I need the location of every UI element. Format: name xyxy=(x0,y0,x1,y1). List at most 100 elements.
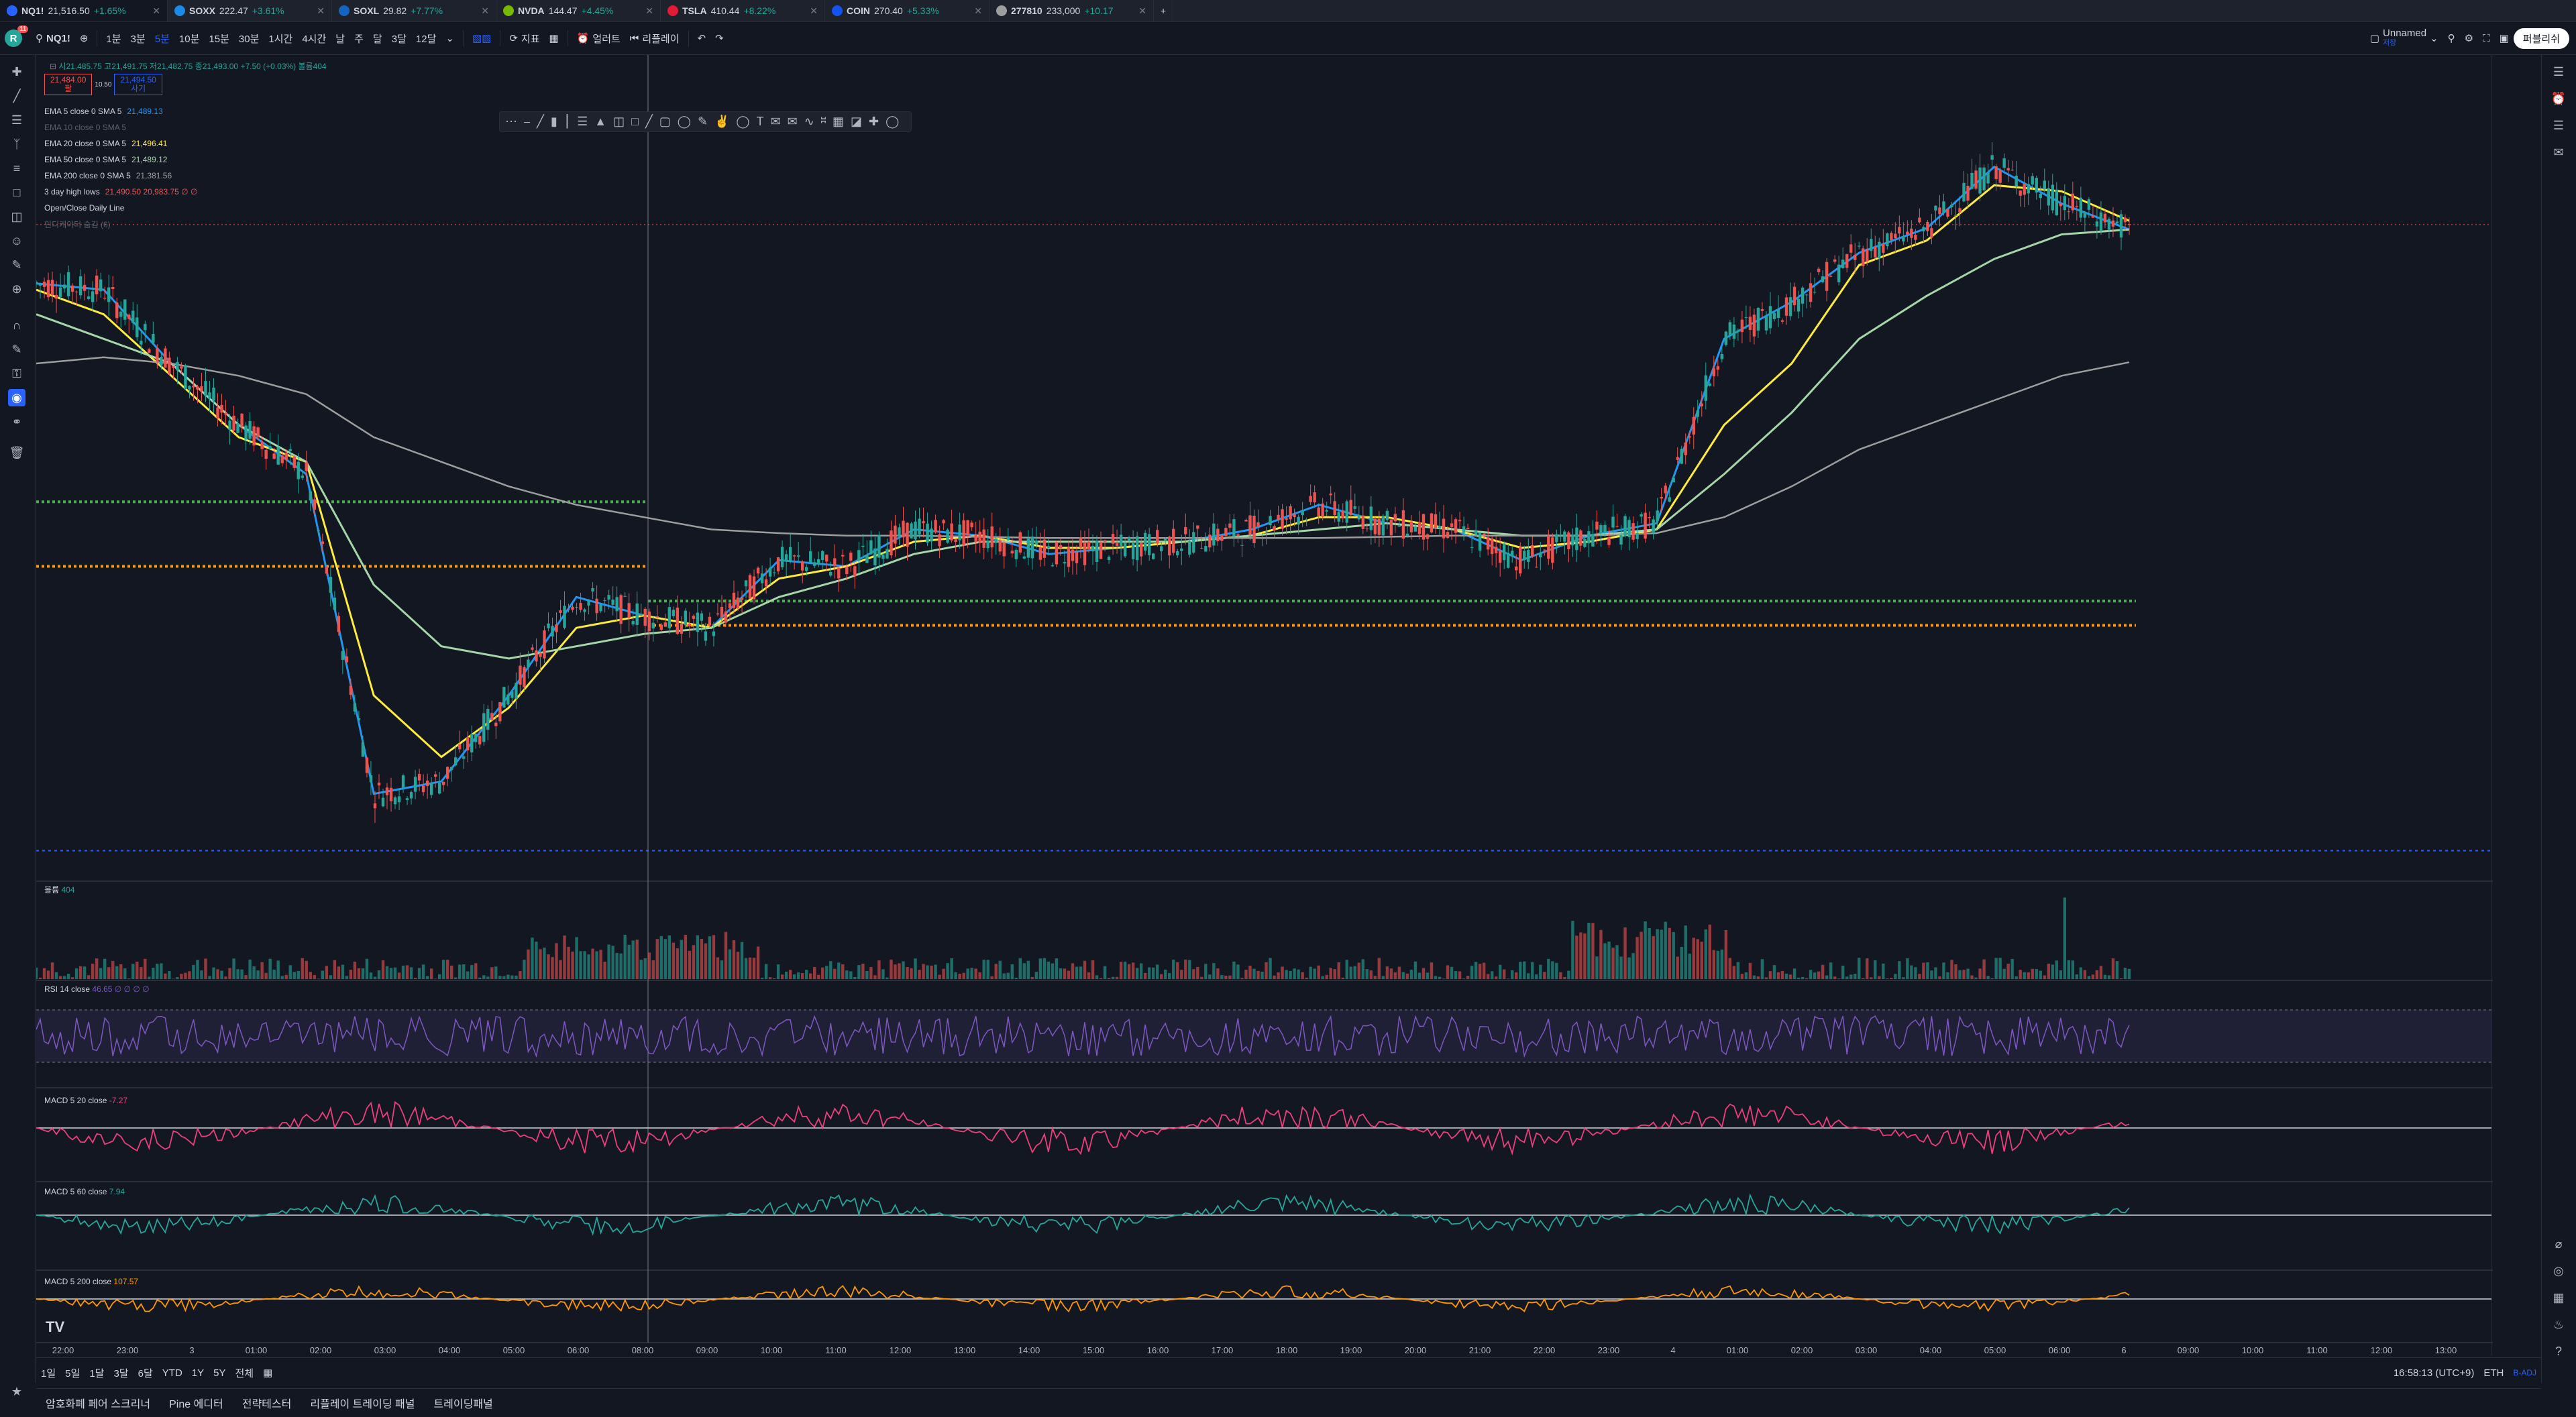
interval-3[interactable]: 10분 xyxy=(178,33,200,45)
interval-4[interactable]: 15분 xyxy=(209,33,229,45)
pattern-icon[interactable]: ◫ xyxy=(11,209,23,223)
tab-coin[interactable]: COIN 270.40 +5.33% ✕ xyxy=(825,0,989,21)
range-4[interactable]: 6달 xyxy=(138,1367,153,1379)
close-icon[interactable]: ✕ xyxy=(645,5,653,16)
tab-277810[interactable]: 277810 233,000 +10.17 ✕ xyxy=(989,0,1154,21)
close-icon[interactable]: ✕ xyxy=(810,5,818,16)
rectangle-icon[interactable]: □ xyxy=(13,185,21,199)
bell-icon[interactable]: ♨ xyxy=(2553,1317,2565,1331)
lock-icon[interactable]: ⚿ xyxy=(12,366,21,380)
indicator-row[interactable]: Open/Close Daily Line xyxy=(44,200,197,216)
horizontal-lines-icon[interactable]: ☰ xyxy=(11,113,23,127)
indicators-button[interactable]: ⟳ 지표 xyxy=(504,32,544,46)
interval-8[interactable]: 날 xyxy=(335,33,345,45)
panel-tab-1[interactable]: Pine 에디터 xyxy=(169,1399,223,1410)
tab-tsla[interactable]: TSLA 410.44 +8.22% ✕ xyxy=(661,0,825,21)
range-0[interactable]: 1일 xyxy=(41,1367,56,1379)
indicator-row[interactable]: EMA 5 close 0 SMA 5 21,489.13 xyxy=(44,103,197,119)
emoji-icon[interactable]: ☺ xyxy=(10,233,23,247)
trendline-icon[interactable]: ╱ xyxy=(13,89,21,103)
indicator-row[interactable]: EMA 200 close 0 SMA 5 21,381.56 xyxy=(44,168,197,184)
indicator-row[interactable]: EMA 50 close 0 SMA 5 21,489.12 xyxy=(44,152,197,168)
chart-type-button[interactable]: ▧▧ xyxy=(472,33,492,44)
indicator-row[interactable]: EMA 10 close 0 SMA 5 xyxy=(44,119,197,135)
close-icon[interactable]: ✕ xyxy=(974,5,982,16)
interval-0[interactable]: 1분 xyxy=(106,33,121,45)
magnet-icon[interactable]: ∩ xyxy=(12,318,21,332)
link-icon[interactable]: ⚭ xyxy=(11,414,22,429)
range-1[interactable]: 5일 xyxy=(65,1367,80,1379)
ruler-icon[interactable]: ✎ xyxy=(11,258,22,272)
panel-tab-4[interactable]: 트레이딩패널 xyxy=(433,1399,493,1410)
target-icon[interactable]: ◎ xyxy=(2553,1263,2564,1278)
symbol-search[interactable]: ⚲ NQ1! xyxy=(31,32,75,45)
chart-canvas[interactable]: 21,620.0021,600.0021,580.0021,560.0021,5… xyxy=(34,55,2538,1356)
settings-gear-icon[interactable]: ⚙ xyxy=(2464,33,2474,44)
watchlist-icon[interactable]: ☰ xyxy=(2553,64,2565,78)
tab-soxx[interactable]: SOXX 222.47 +3.61% ✕ xyxy=(168,0,332,21)
fullscreen-icon[interactable]: ⛶ xyxy=(2483,32,2490,44)
pitchfork-icon[interactable]: ᛉ xyxy=(13,137,21,151)
range-2[interactable]: 1달 xyxy=(89,1367,105,1379)
floating-drawing-toolbar[interactable]: ⋯⎯╱▮⎮☰▲◫□╱▢◯✎✌◯T✉✉∿⎶▦◪✚◯ xyxy=(499,111,912,132)
compare-symbol-button[interactable]: ⊕ xyxy=(79,33,89,44)
tab-nvda[interactable]: NVDA 144.47 +4.45% ✕ xyxy=(496,0,661,21)
chart-area[interactable]: 21,620.0021,600.0021,580.0021,560.0021,5… xyxy=(34,55,2538,1356)
help-icon[interactable]: ? xyxy=(2555,1344,2562,1358)
graph-icon[interactable]: ⌀ xyxy=(2555,1237,2563,1251)
zoom-icon[interactable]: ⊕ xyxy=(11,282,22,296)
tradingview-logo-icon[interactable]: TV xyxy=(46,1318,65,1335)
indicator-row[interactable]: 3 day high lows 21,490.50 20,983.75 ∅ ∅ xyxy=(44,184,197,200)
panel-tab-3[interactable]: 리플레이 트레이딩 패널 xyxy=(310,1399,415,1410)
panel-tab-0[interactable]: 암호화폐 페어 스크리너 xyxy=(46,1399,151,1410)
calendar-icon[interactable]: ▦ xyxy=(2553,1290,2565,1304)
range-3[interactable]: 3달 xyxy=(113,1367,129,1379)
redo-button[interactable]: ↷ xyxy=(715,33,724,44)
camera-icon[interactable]: ▣ xyxy=(2499,33,2509,44)
trash-icon[interactable]: 🗑 xyxy=(9,445,25,459)
replay-button[interactable]: ⏮ 리플레이 xyxy=(625,32,684,46)
interval-12[interactable]: 12달 xyxy=(415,33,437,45)
chat-icon[interactable]: ✉ xyxy=(2553,145,2564,159)
range-7[interactable]: 5Y xyxy=(213,1367,226,1379)
collapse-legend-icon[interactable]: ⊟ xyxy=(50,62,57,71)
range-6[interactable]: 1Y xyxy=(191,1367,205,1379)
new-tab-button[interactable]: + xyxy=(1154,0,1174,21)
user-avatar[interactable]: R 11 xyxy=(0,25,29,47)
range-5[interactable]: YTD xyxy=(162,1367,182,1379)
tab-nq1[interactable]: NQ1! 21,516.50 +1.65% ✕ xyxy=(0,0,168,21)
drawing-mode-icon[interactable]: ✎ xyxy=(11,342,22,356)
layout-selector[interactable]: ▢ Unnamed 저장 ⌄ xyxy=(2365,28,2443,48)
star-icon[interactable]: ★ xyxy=(11,1384,23,1398)
clock-display[interactable]: 16:58:13 (UTC+9) xyxy=(2393,1367,2475,1379)
crosshair-icon[interactable]: ✚ xyxy=(11,64,22,78)
close-icon[interactable]: ✕ xyxy=(481,5,489,16)
adjustment-toggle[interactable]: B-ADJ xyxy=(2513,1368,2536,1377)
quick-search-button[interactable]: ⚲ xyxy=(2447,33,2455,44)
interval-dropdown[interactable]: ⌄ xyxy=(445,33,454,44)
alarm-clock-icon[interactable]: ⏰ xyxy=(2551,91,2567,105)
interval-1[interactable]: 3분 xyxy=(130,33,146,45)
close-icon[interactable]: ✕ xyxy=(317,5,325,16)
interval-9[interactable]: 주 xyxy=(354,33,364,45)
indicator-row[interactable]: EMA 20 close 0 SMA 5 21,496.41 xyxy=(44,135,197,152)
interval-6[interactable]: 1시간 xyxy=(268,33,293,45)
interval-5[interactable]: 30분 xyxy=(238,33,260,45)
tab-soxl[interactable]: SOXL 29.82 +7.77% ✕ xyxy=(332,0,496,21)
interval-7[interactable]: 4시간 xyxy=(302,33,327,45)
session-toggle[interactable]: ETH xyxy=(2483,1367,2504,1379)
goto-date-icon[interactable]: ▦ xyxy=(263,1367,273,1379)
fib-icon[interactable]: ≡ xyxy=(13,161,21,175)
undo-button[interactable]: ↶ xyxy=(697,33,706,44)
templates-button[interactable]: ▦ xyxy=(549,33,559,44)
panel-tab-2[interactable]: 전략테스터 xyxy=(241,1399,292,1410)
buy-button[interactable]: 21,494.50 사기 xyxy=(114,74,162,95)
interval-11[interactable]: 3달 xyxy=(391,33,407,45)
range-8[interactable]: 전체 xyxy=(235,1367,254,1379)
eye-icon[interactable]: ◉ xyxy=(8,389,25,406)
interval-2[interactable]: 5분 xyxy=(154,33,170,45)
close-icon[interactable]: ✕ xyxy=(152,5,160,16)
close-icon[interactable]: ✕ xyxy=(1138,5,1146,16)
sell-button[interactable]: 21,484.00 팔 xyxy=(44,74,93,95)
alert-button[interactable]: ⏰ 얼러트 xyxy=(572,32,625,46)
